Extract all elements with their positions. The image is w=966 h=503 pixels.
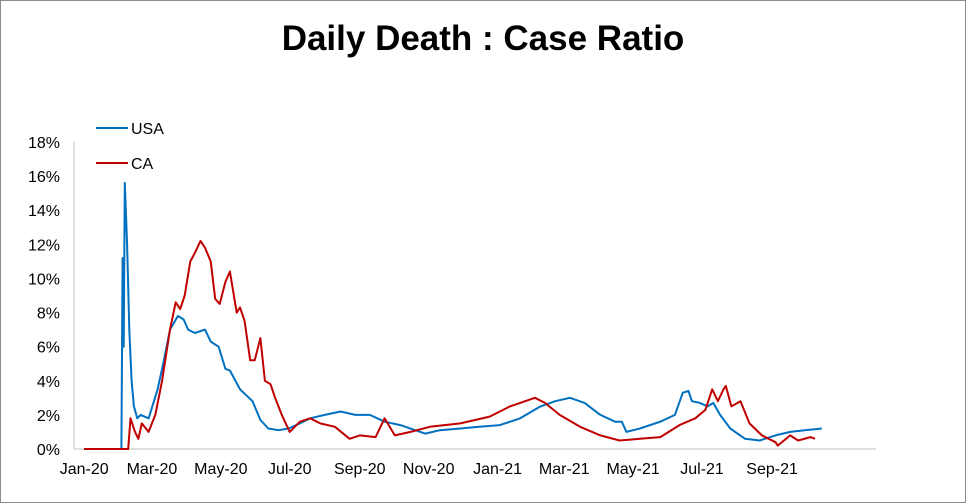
x-tick-label: Jan-20 [60,461,109,478]
legend: USA CA [96,121,164,173]
y-tick-label: 2% [37,408,60,425]
axes: 0% 2% 4% 6% 8% 10% 12% 14% 16% 18% Jan-20 Mar-20 May… [28,135,876,478]
x-tick-label: May-20 [194,461,247,478]
series-line-usa [84,181,822,450]
chart-title: Daily Death : Case Ratio [282,19,685,58]
x-tick-label: Sep-21 [746,461,798,478]
y-tick-label: 18% [28,135,60,152]
y-tick-label: 8% [37,306,60,323]
x-tick-label: Nov-20 [403,461,455,478]
y-tick-label: 16% [28,169,60,186]
series-line-ca [84,239,816,450]
series-lines [84,181,822,450]
x-tick-label: Sep-20 [334,461,386,478]
y-tick-label: 0% [37,442,60,459]
legend-label-usa: USA [131,121,164,138]
x-tick-label: Jul-20 [268,461,312,478]
y-tick-label: 12% [28,237,60,254]
y-tick-label: 4% [37,374,60,391]
x-tick-label: Jul-21 [680,461,724,478]
legend-label-ca: CA [131,156,154,173]
x-tick-label: Jan-21 [473,461,522,478]
y-tick-label: 10% [28,271,60,288]
x-tick-label: Mar-20 [127,461,178,478]
x-tick-label: May-21 [606,461,659,478]
x-tick-label: Mar-21 [539,461,590,478]
y-tick-label: 14% [28,203,60,220]
y-tick-label: 6% [37,340,60,357]
